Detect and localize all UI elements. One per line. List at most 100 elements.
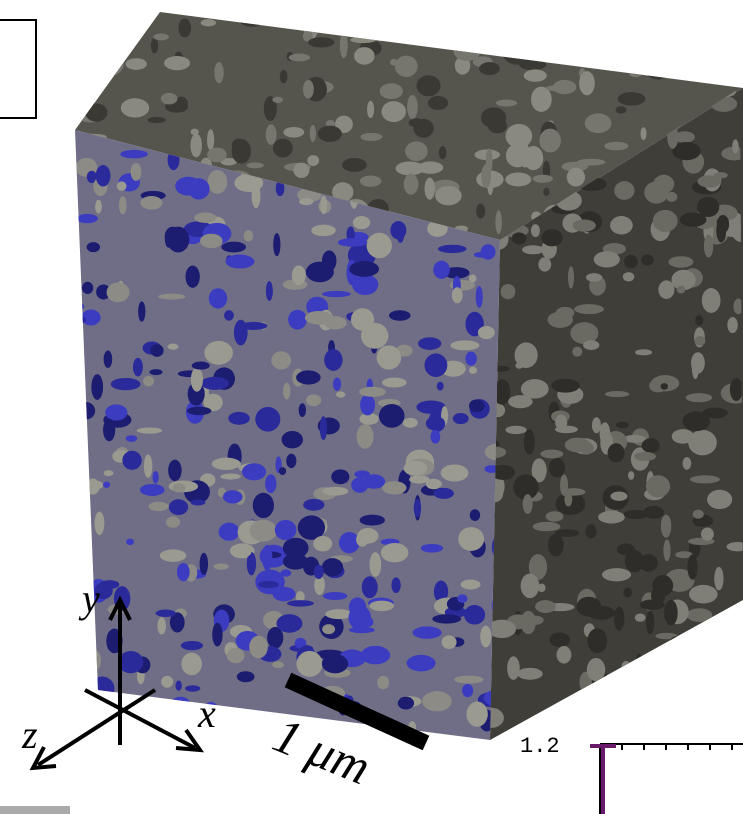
texture-blob (458, 527, 484, 551)
texture-blob (690, 475, 720, 483)
texture-blob (227, 648, 245, 663)
texture-blob (634, 452, 656, 461)
texture-blob (122, 451, 141, 470)
texture-blob (537, 41, 546, 60)
texture-blob (224, 310, 234, 321)
texture-blob (430, 430, 440, 444)
texture-blob (717, 215, 729, 233)
texture-blob (502, 41, 531, 65)
texture-blob (457, 594, 467, 603)
texture-blob (600, 422, 611, 444)
texture-blob (462, 684, 473, 697)
texture-blob (382, 481, 406, 494)
texture-blob (486, 13, 502, 23)
texture-blob (324, 349, 342, 371)
texture-blob (407, 95, 418, 119)
texture-blob (710, 696, 726, 714)
texture-blob (479, 62, 500, 75)
texture-blob (714, 732, 735, 739)
inset-tick-label: 1.2 (520, 734, 560, 759)
texture-blob (707, 490, 732, 509)
texture-blob (687, 608, 713, 622)
texture-blob (361, 646, 390, 665)
texture-blob (253, 493, 274, 518)
texture-blob (380, 83, 403, 99)
texture-blob (201, 19, 216, 26)
texture-blob (586, 273, 602, 282)
texture-blob (672, 429, 694, 444)
texture-blob (655, 633, 677, 639)
texture-blob (403, 418, 418, 428)
texture-blob (157, 617, 166, 634)
texture-blob (75, 49, 92, 75)
texture-blob (103, 726, 128, 743)
texture-blob (683, 457, 692, 469)
texture-blob (262, 545, 272, 571)
texture-blob (435, 186, 462, 205)
texture-blob (614, 181, 634, 200)
texture-blob (126, 435, 137, 442)
texture-blob (549, 458, 565, 478)
texture-blob (121, 19, 139, 27)
texture-blob (117, 181, 127, 191)
texture-blob (585, 524, 596, 538)
texture-blob (702, 288, 721, 313)
texture-blob (614, 13, 631, 30)
texture-blob (663, 34, 681, 40)
texture-blob (283, 553, 308, 569)
texture-blob (266, 281, 273, 301)
texture-blob (250, 520, 277, 542)
texture-blob (568, 266, 574, 288)
texture-blob (470, 509, 480, 521)
texture-blob (687, 554, 697, 580)
texture-blob (506, 124, 533, 148)
texture-blob (323, 592, 347, 600)
texture-blob (622, 661, 631, 672)
texture-blob (289, 54, 310, 62)
texture-blob (307, 155, 319, 166)
texture-blob (303, 80, 314, 99)
texture-blob (640, 655, 649, 662)
texture-blob (587, 658, 605, 681)
texture-blob (719, 651, 743, 673)
texture-blob (469, 367, 477, 374)
texture-blob (286, 454, 296, 468)
texture-blob (322, 654, 348, 673)
texture-blob (734, 604, 743, 629)
texture-blob (414, 119, 434, 138)
texture-blob (308, 37, 334, 47)
texture-blob (149, 369, 162, 375)
figure: y x z 1 μm 1.2 (0, 0, 743, 814)
texture-blob (398, 697, 414, 710)
texture-blob (523, 494, 533, 514)
texture-blob (557, 723, 568, 734)
texture-blob (279, 467, 286, 475)
texture-blob (65, 316, 86, 325)
texture-blob (732, 139, 738, 153)
texture-blob (272, 661, 284, 668)
texture-blob (685, 3, 694, 17)
texture-blob (506, 16, 526, 41)
texture-blob (501, 284, 516, 299)
texture-blob (625, 550, 644, 572)
texture-blob (322, 624, 335, 634)
texture-blob (169, 499, 188, 515)
texture-blob (255, 407, 280, 432)
texture-blob (369, 601, 394, 612)
texture-blob (604, 142, 628, 151)
texture-blob (688, 675, 701, 685)
texture-blob (153, 33, 169, 40)
texture-blob (359, 387, 386, 397)
texture-blob (287, 600, 314, 606)
texture-blob (360, 515, 385, 526)
texture-blob (671, 63, 691, 70)
texture-blob (714, 567, 723, 591)
texture-blob (299, 403, 306, 417)
texture-blob (104, 470, 114, 476)
texture-blob (450, 340, 479, 350)
texture-blob (351, 308, 374, 331)
texture-blob (318, 126, 342, 142)
texture-blob (293, 163, 309, 178)
texture-blob (143, 376, 154, 387)
texture-blob (641, 255, 653, 266)
